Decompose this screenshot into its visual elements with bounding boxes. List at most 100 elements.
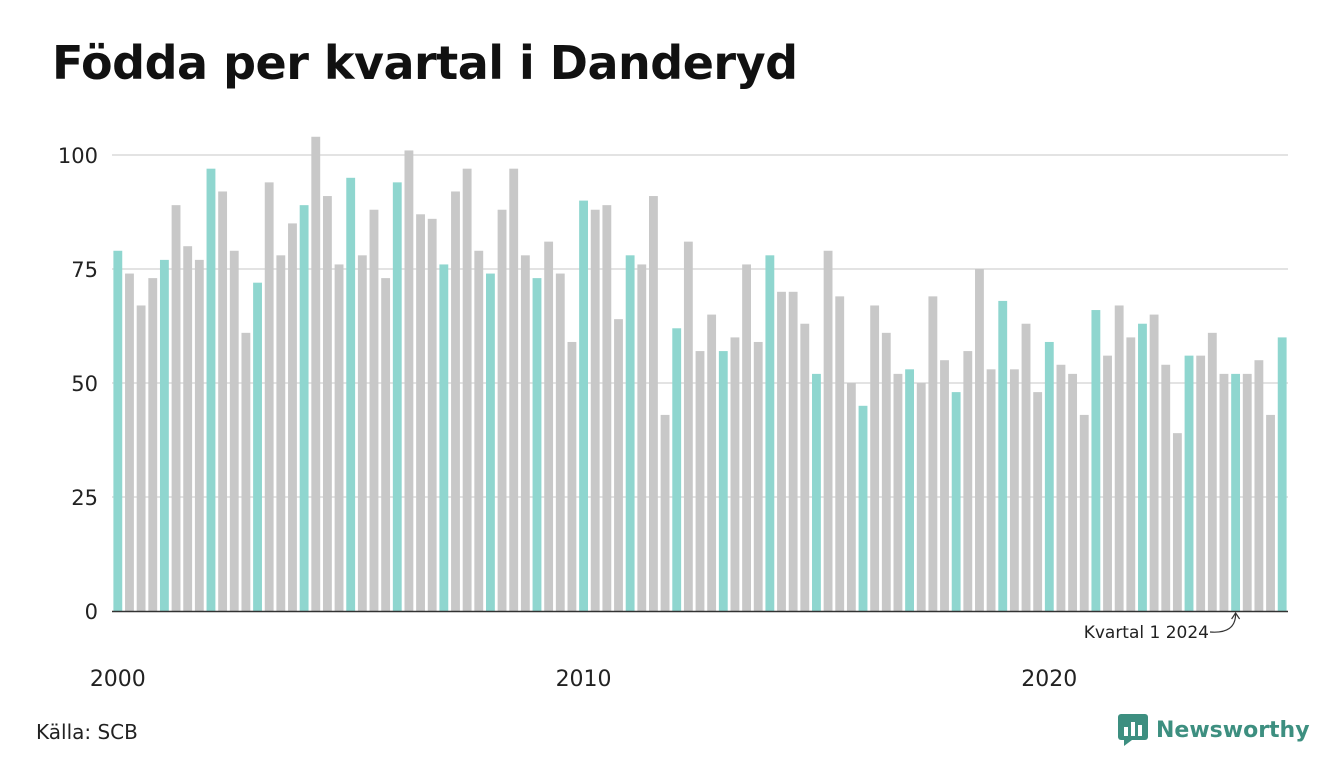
bar: [1172, 433, 1182, 611]
bar: [1114, 305, 1124, 611]
bar: [1056, 364, 1066, 611]
bar: [299, 205, 309, 611]
annotation-arrow: [1209, 613, 1237, 633]
bar: [392, 182, 402, 612]
bar: [439, 264, 449, 611]
bar: [614, 319, 623, 611]
bar: [1138, 323, 1147, 611]
bar: [1091, 310, 1101, 611]
bar: [660, 414, 670, 611]
bar: [1242, 373, 1252, 611]
bar: [858, 405, 868, 611]
chart-title: Födda per kvartal i Danderyd: [52, 36, 798, 90]
bar: [1207, 332, 1217, 611]
bar: [1009, 369, 1019, 611]
bar: [788, 291, 798, 611]
bar: [928, 296, 938, 611]
bar: [1044, 341, 1054, 611]
bar: [369, 209, 379, 611]
bar: [357, 255, 367, 611]
bar: [590, 209, 600, 611]
bar: [264, 182, 274, 612]
bar: [1161, 364, 1171, 611]
bar: [171, 205, 181, 611]
bar: [998, 300, 1008, 611]
bar: [148, 278, 158, 611]
logo-text: Newsworthy: [1156, 717, 1310, 743]
bar: [870, 305, 880, 611]
bar: [404, 150, 414, 611]
bar: [683, 241, 693, 611]
bar: [241, 332, 251, 611]
bar: [753, 341, 763, 611]
bar: [777, 291, 786, 611]
bar: [311, 136, 321, 611]
bar: [695, 351, 705, 611]
bar: [625, 255, 635, 611]
bar: [509, 168, 519, 611]
bar: [649, 196, 658, 612]
x-tick-label: 2010: [556, 667, 612, 692]
bar: [905, 369, 915, 611]
bar: [485, 273, 495, 611]
bar: [579, 200, 588, 611]
bar: [206, 168, 216, 611]
bar: [113, 250, 123, 611]
bar: [742, 264, 751, 611]
bar: [218, 191, 228, 612]
bar: [835, 296, 845, 611]
bar: [730, 337, 740, 611]
bar: [1231, 373, 1241, 611]
bar: [846, 383, 856, 611]
x-tick-label: 2000: [90, 667, 146, 692]
bar: [1103, 355, 1112, 611]
bar: [346, 177, 356, 612]
bar: [159, 259, 169, 611]
bar: [183, 246, 193, 611]
bar: [1219, 373, 1229, 611]
bar: [520, 255, 530, 611]
newsworthy-logo: Newsworthy: [1118, 714, 1310, 746]
bar: [975, 269, 984, 611]
bar: [497, 209, 507, 611]
bar: [1079, 414, 1089, 611]
x-tick-label: 2020: [1021, 667, 1077, 692]
bar: [532, 278, 542, 611]
bar: [276, 255, 286, 611]
bar: [334, 264, 344, 611]
bar: [951, 392, 961, 611]
y-tick-label: 75: [71, 258, 98, 282]
annotation-arrowhead: [1231, 611, 1241, 620]
bar: [812, 373, 821, 611]
bar: [963, 351, 973, 611]
bar: [136, 305, 146, 611]
newsworthy-chart-icon: [1118, 714, 1148, 746]
bar: [1184, 355, 1194, 611]
bar: [555, 273, 565, 611]
bar: [602, 205, 612, 611]
bar: [1196, 355, 1206, 611]
y-tick-label: 0: [85, 600, 98, 624]
bar: [1021, 323, 1031, 611]
bar: [567, 341, 577, 611]
bar: [288, 223, 297, 611]
bar: [416, 214, 425, 611]
bar: [1277, 337, 1287, 611]
bar: [253, 282, 262, 611]
bar: [1149, 314, 1159, 611]
bar: [940, 360, 949, 611]
bar: [672, 328, 682, 611]
bar: [544, 241, 554, 611]
bar: [765, 255, 775, 611]
y-tick-label: 50: [71, 372, 98, 396]
bar: [707, 314, 717, 611]
bar: [1254, 360, 1264, 611]
bar: [462, 168, 472, 611]
bar: [893, 373, 903, 611]
bar: [381, 278, 391, 611]
y-tick-label: 100: [58, 144, 98, 168]
bar: [451, 191, 460, 612]
bar: [125, 273, 134, 611]
bar: [427, 218, 437, 611]
